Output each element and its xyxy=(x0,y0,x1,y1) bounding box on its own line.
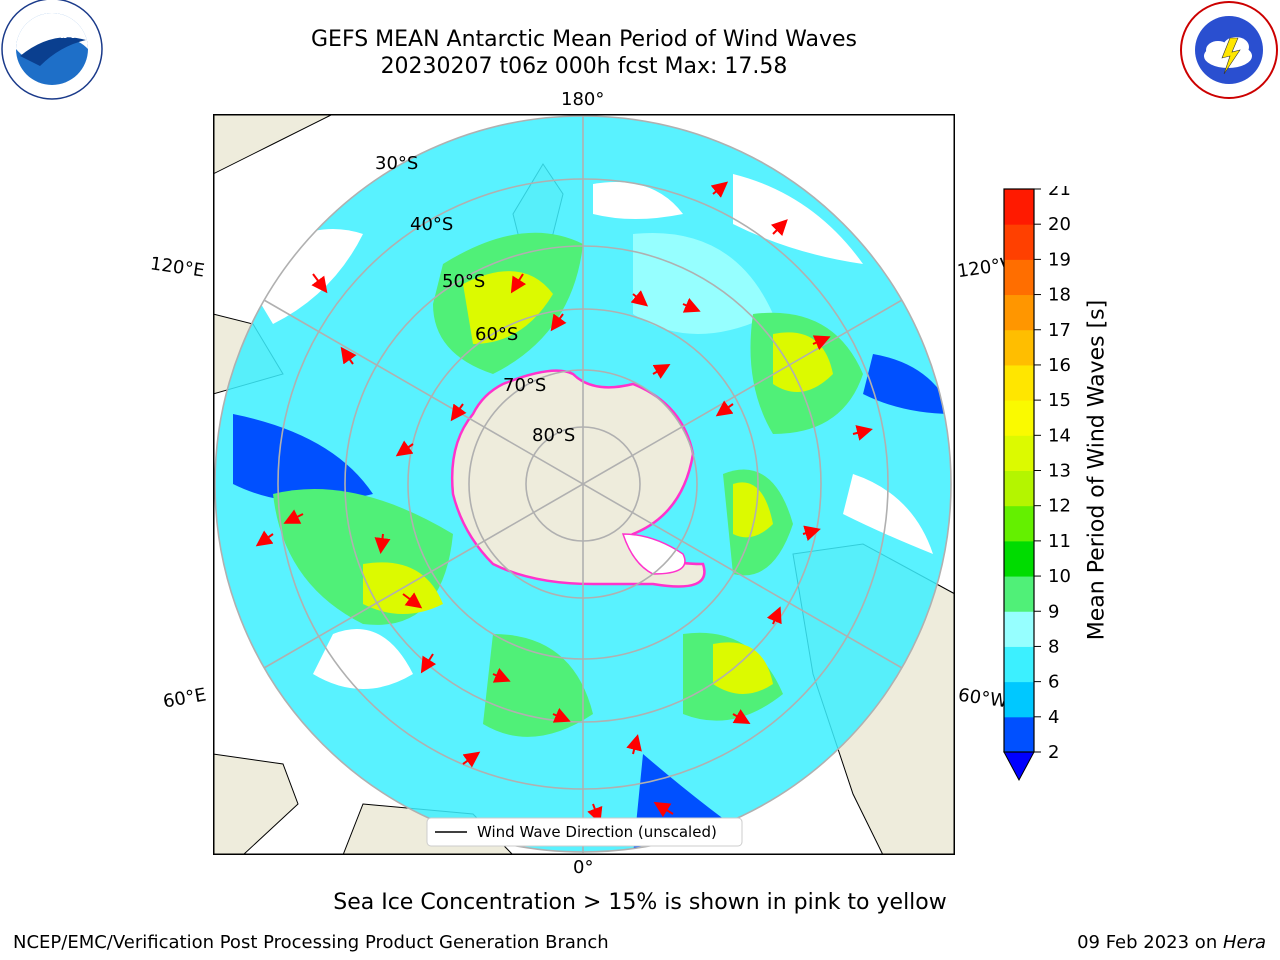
colorbar-tick-label: 21 xyxy=(1048,186,1071,200)
noaa-logo: NOAA xyxy=(1,0,103,100)
lat-label-70s: 70°S xyxy=(503,375,546,396)
colorbar-tick-label: 9 xyxy=(1048,601,1059,622)
colorbar-segment xyxy=(1004,329,1034,366)
colorbar-tick-label: 18 xyxy=(1048,285,1071,306)
colorbar-tick-label: 15 xyxy=(1048,390,1071,411)
colorbar-segment xyxy=(1004,189,1034,225)
polar-map: 30°S 40°S 50°S 60°S 70°S 80°S Wind Wave … xyxy=(213,114,955,855)
colorbar-segment xyxy=(1004,435,1034,471)
lon-label-180: 180° xyxy=(561,89,605,110)
lon-label-120e: 120°E xyxy=(148,253,206,282)
lon-label-0: 0° xyxy=(573,857,594,878)
colorbar-segment xyxy=(1004,364,1034,401)
colorbar-segment xyxy=(1004,576,1034,612)
sea-ice-note: Sea Ice Concentration > 15% is shown in … xyxy=(333,890,947,915)
colorbar-tick-label: 20 xyxy=(1048,214,1071,235)
colorbar-segment xyxy=(1004,681,1034,718)
colorbar-tick-label: 2 xyxy=(1048,742,1059,763)
colorbar-tick-label: 14 xyxy=(1048,425,1071,446)
lat-label-30s: 30°S xyxy=(375,153,418,174)
map-legend: Wind Wave Direction (unscaled) xyxy=(426,817,743,847)
nws-logo xyxy=(1180,1,1278,99)
colorbar-tick-label: 12 xyxy=(1048,496,1071,517)
colorbar-segment xyxy=(1004,505,1034,542)
lat-label-50s: 50°S xyxy=(442,271,485,292)
footer-date-text: 09 Feb 2023 on xyxy=(1077,932,1223,953)
colorbar-segment xyxy=(1004,259,1034,296)
colorbar-title: Mean Period of Wind Waves [s] xyxy=(1084,299,1110,641)
colorbar-segment xyxy=(1004,611,1034,647)
colorbar-segment xyxy=(1004,294,1034,331)
colorbar: 2 4 6 8 9 10 11 12 13 14 15 16 17 18 19 20 21 xyxy=(1003,186,1071,782)
colorbar-tick-label: 19 xyxy=(1048,249,1071,270)
lat-label-80s: 80°S xyxy=(532,425,575,446)
colorbar-tick-label: 8 xyxy=(1048,636,1059,657)
colorbar-segment xyxy=(1004,540,1034,577)
lat-label-60s: 60°S xyxy=(475,324,518,345)
colorbar-segment xyxy=(1004,646,1034,683)
colorbar-segment xyxy=(1004,716,1034,753)
colorbar-segment xyxy=(1004,400,1034,436)
noaa-logo-text: NOAA xyxy=(30,26,75,42)
footer-machine: Hera xyxy=(1222,932,1266,953)
colorbar-tick-label: 17 xyxy=(1048,320,1071,341)
wave-direction-arrows xyxy=(255,181,873,824)
chart-title: GEFS MEAN Antarctic Mean Period of Wind … xyxy=(311,27,857,52)
footer-date: 09 Feb 2023 on Hera xyxy=(1077,932,1266,953)
lat-label-40s: 40°S xyxy=(410,214,453,235)
colorbar-tick-label: 6 xyxy=(1048,672,1059,693)
colorbar-tick-label: 11 xyxy=(1048,531,1071,552)
colorbar-segment xyxy=(1004,470,1034,507)
footer-credit: NCEP/EMC/Verification Post Processing Pr… xyxy=(13,932,609,953)
colorbar-tick-label: 10 xyxy=(1048,566,1071,587)
colorbar-segment xyxy=(1004,224,1034,260)
colorbar-extend-triangle xyxy=(1003,751,1035,782)
colorbar-tick-label: 16 xyxy=(1048,355,1071,376)
legend-label: Wind Wave Direction (unscaled) xyxy=(477,823,717,841)
chart-subtitle: 20230207 t06z 000h fcst Max: 17.58 xyxy=(380,54,788,79)
colorbar-tick-label: 4 xyxy=(1048,707,1059,728)
colorbar-tick-label: 13 xyxy=(1048,461,1071,482)
lon-label-60e: 60°E xyxy=(161,684,208,713)
